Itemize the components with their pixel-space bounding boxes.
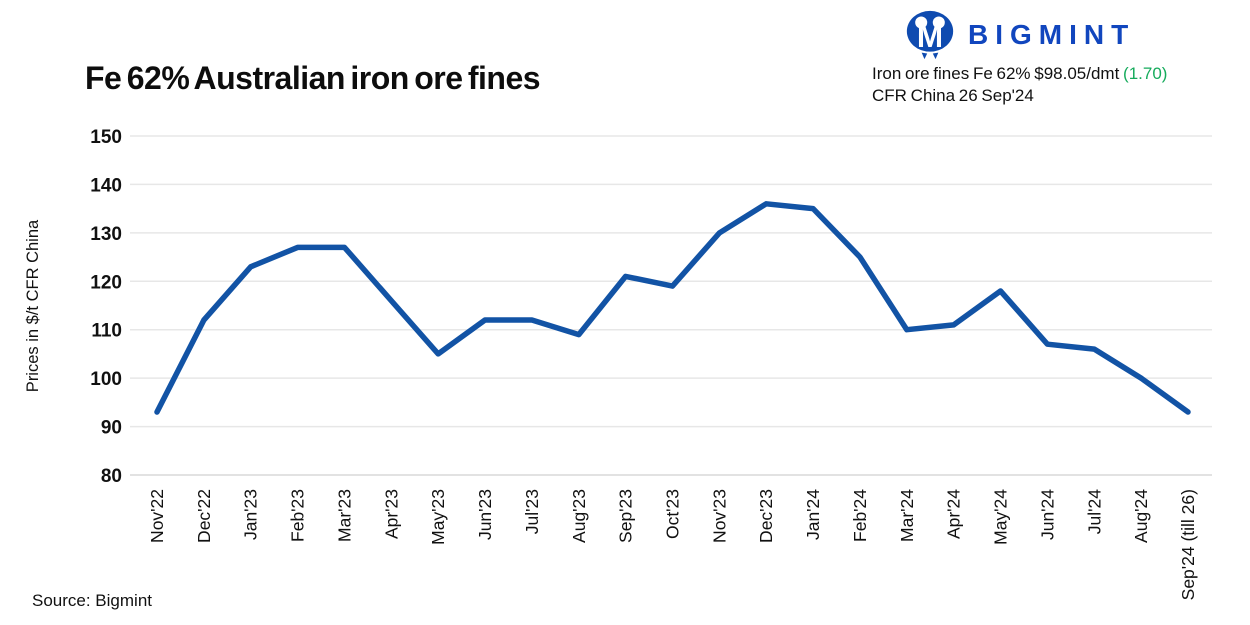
- x-tick-label: Aug'24: [1131, 489, 1151, 543]
- x-tick-label: Dec'22: [194, 489, 214, 543]
- x-tick-label: Jan'23: [241, 489, 261, 540]
- source-note: Source: Bigmint: [32, 591, 152, 610]
- x-tick-label: Apr'23: [381, 489, 401, 539]
- x-tick-label: Jul'24: [1084, 489, 1104, 534]
- x-tick-label: Mar'24: [897, 489, 917, 542]
- x-tick-label: Sep'24 (till 26): [1178, 489, 1198, 600]
- price-change-value: (1.70): [1123, 64, 1168, 83]
- x-tick-label: May'23: [428, 489, 448, 545]
- brand-block: M BIGMINT Iron ore fines Fe 62% $98.05/d…: [872, 10, 1217, 108]
- x-tick-label: Nov'23: [709, 489, 729, 543]
- y-axis-title: Prices in $/t CFR China: [24, 219, 42, 392]
- x-tick-label: Oct'23: [662, 489, 682, 539]
- bigmint-logo-icon: M: [906, 10, 954, 60]
- y-tick-label: 130: [90, 224, 122, 245]
- x-tick-label: Jul'23: [522, 489, 542, 534]
- x-tick-label: Jun'23: [475, 489, 495, 540]
- y-tick-label: 110: [91, 321, 122, 342]
- y-tick-label: 100: [90, 369, 122, 390]
- x-tick-label: May'24: [991, 489, 1011, 545]
- x-tick-label: Dec'23: [756, 489, 776, 543]
- price-ticker-line2: CFR China 26 Sep'24: [872, 86, 1034, 106]
- page-title: Fe 62% Australian iron ore fines: [85, 60, 541, 96]
- bigmint-logo-text: BIGMINT: [968, 19, 1136, 50]
- bigmint-logo: M BIGMINT: [904, 10, 1217, 60]
- price-line-series: [154, 201, 1191, 415]
- x-tick-label: Feb'23: [288, 489, 308, 542]
- x-tick-label: Mar'23: [334, 489, 354, 542]
- price-ticker-text: Iron ore fines Fe 62% $98.05/dmt: [872, 64, 1124, 83]
- price-ticker: Iron ore fines Fe 62% $98.05/dmt (1.70) …: [872, 63, 1217, 108]
- y-tick-label: 140: [90, 175, 122, 196]
- x-tick-label: Aug'23: [569, 489, 589, 543]
- x-tick-label: Apr'24: [944, 489, 964, 539]
- x-tick-label: Nov'22: [147, 489, 167, 543]
- y-tick-label: 120: [90, 272, 122, 293]
- y-tick-label: 90: [101, 418, 122, 439]
- line-chart: 80 90 100 110 120 130 140 150 Prices in $/t CFR …: [24, 127, 1212, 600]
- y-tick-label: 150: [90, 127, 122, 148]
- x-tick-label: Jun'24: [1037, 489, 1057, 540]
- x-tick-label: Sep'23: [616, 489, 636, 543]
- x-tick-label: Jan'24: [803, 489, 823, 540]
- x-tick-label: Feb'24: [850, 489, 870, 542]
- y-tick-label: 80: [101, 466, 122, 487]
